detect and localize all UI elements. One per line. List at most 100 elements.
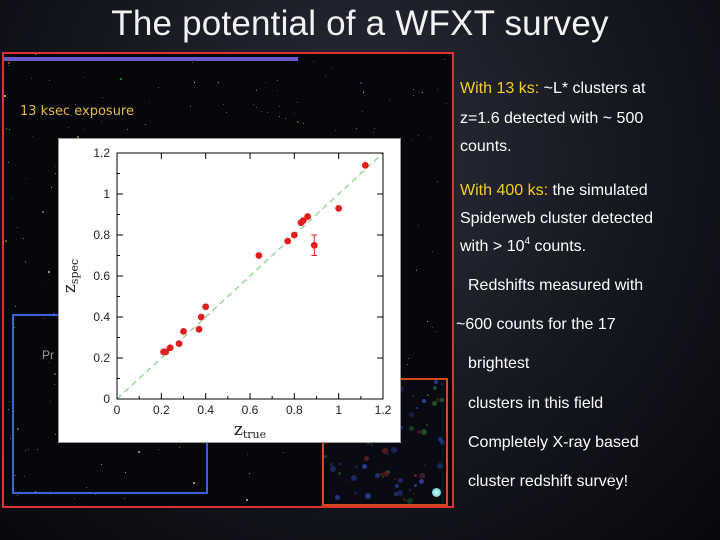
note-l4-prefix: With 400 ks: — [460, 182, 549, 199]
inset-blob — [417, 430, 421, 434]
y-tick-label: 0.2 — [93, 351, 110, 365]
inset-blob — [394, 478, 396, 480]
inset-blob — [330, 463, 333, 466]
star-dot — [44, 318, 45, 319]
inset-blob — [419, 473, 425, 479]
star-dot — [256, 90, 257, 91]
star-dot — [5, 240, 7, 242]
star-dot — [362, 111, 363, 112]
star-dot — [407, 364, 408, 365]
inset-blob — [398, 478, 403, 483]
star-dot — [55, 166, 56, 167]
star-dot — [125, 472, 126, 473]
y-tick-label: 1.2 — [93, 146, 110, 160]
x-tick-label: 0 — [114, 403, 121, 417]
star-dot — [31, 78, 32, 79]
note-line-8: ~600 counts for the 17 — [456, 316, 616, 333]
star-dot — [86, 487, 87, 488]
star-dot — [413, 95, 414, 96]
star-dot — [95, 494, 96, 495]
note-line-7: Redshifts measured with — [468, 277, 644, 294]
redshift-chart-svg: 00 0.2 0.2 0.4 0.4 0.6 0.6 0.8 0.8 1 1 1.2 1.2 ztrue z… — [60, 146, 392, 441]
inset-blob — [433, 386, 437, 390]
star-dot — [12, 198, 13, 199]
star-dot — [373, 132, 374, 133]
star-dot — [15, 306, 16, 307]
star-dot — [389, 100, 390, 101]
star-dot — [9, 401, 10, 402]
data-point — [304, 213, 312, 220]
star-dot — [331, 68, 332, 69]
star-dot — [75, 104, 76, 105]
star-dot — [277, 80, 278, 81]
note-l1-prefix: With 13 ks: — [460, 80, 540, 97]
star-dot — [158, 449, 159, 450]
reference-line — [116, 152, 384, 400]
inset-blob — [437, 463, 443, 469]
inset-blob — [362, 464, 367, 469]
star-dot — [8, 409, 9, 410]
data-point — [202, 303, 210, 311]
x-axis-label-sub: true — [243, 428, 266, 441]
star-dot — [158, 87, 159, 88]
y-axis-label: zspec — [60, 259, 81, 293]
inset-blob — [382, 476, 384, 478]
inset-blob — [421, 429, 427, 435]
star-dot — [444, 59, 445, 60]
star-dot — [55, 434, 56, 435]
star-dot — [53, 313, 54, 314]
star-dot — [246, 499, 248, 501]
note-line-9: brightest — [468, 355, 530, 372]
note-line-4: With 400 ks: the simulated — [460, 182, 648, 200]
inset-blob — [427, 394, 429, 396]
x-tick-label: 1 — [335, 403, 342, 417]
star-dot — [42, 211, 44, 213]
star-dot — [149, 102, 150, 103]
inset-blob — [416, 407, 418, 409]
inset-blob — [398, 386, 404, 392]
star-dot — [265, 82, 266, 83]
inset-blob — [397, 490, 403, 496]
star-dot — [84, 77, 85, 78]
inset-blob — [375, 473, 380, 478]
star-dot — [48, 362, 49, 363]
star-dot — [101, 121, 102, 122]
star-dot — [277, 90, 278, 91]
inset-blob — [355, 465, 358, 468]
inset-blob — [351, 475, 357, 481]
inset-blob — [409, 426, 414, 431]
data-point — [361, 161, 369, 169]
star-dot — [17, 495, 18, 496]
star-dot — [145, 124, 146, 125]
note-line-12: cluster redshift survey! — [468, 473, 629, 490]
purple-bar — [4, 57, 298, 61]
star-dot — [120, 78, 122, 80]
inset-blob — [365, 493, 371, 499]
star-dot — [71, 115, 72, 116]
star-dot — [25, 450, 26, 451]
note-line-5: Spiderweb cluster detected — [460, 210, 653, 227]
data-point — [195, 325, 203, 333]
star-dot — [303, 123, 304, 124]
inset-blob — [364, 456, 369, 461]
inset-blob — [338, 472, 341, 475]
star-dot — [223, 104, 224, 105]
exposure-label: 13 ksec exposure — [20, 104, 134, 119]
inset-blob — [424, 464, 426, 466]
star-dot — [54, 373, 56, 375]
inset-blob — [434, 380, 438, 384]
star-dot — [253, 104, 254, 105]
inset-blob — [371, 444, 373, 446]
star-dot — [193, 482, 195, 484]
inset-blob — [440, 398, 444, 402]
star-dot — [25, 178, 26, 179]
x-tick-label: 0.2 — [153, 403, 170, 417]
inset-blob — [383, 471, 389, 477]
star-dot — [325, 75, 326, 76]
star-dot — [83, 129, 84, 130]
star-dot — [192, 62, 193, 63]
star-dot — [279, 116, 280, 117]
star-dot — [8, 162, 9, 163]
star-dot — [430, 137, 431, 138]
star-dot — [203, 442, 205, 444]
